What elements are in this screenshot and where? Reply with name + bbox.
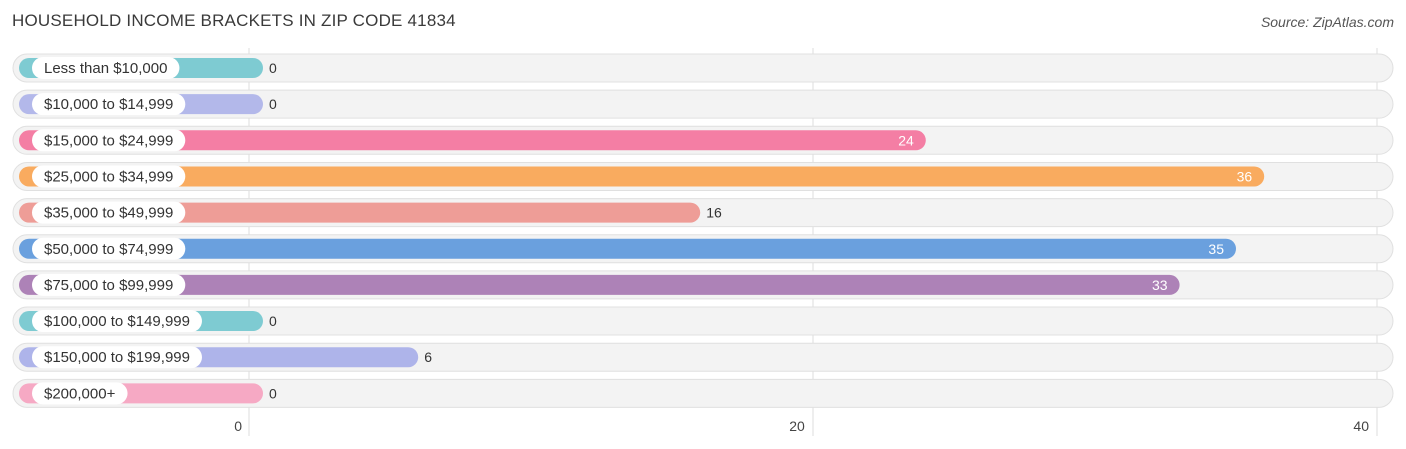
bar-track [12,378,1394,408]
bar [19,274,1180,295]
category-pill [32,237,186,260]
bar [19,166,1265,187]
x-tick-label: 40 [1353,418,1369,434]
value-label: 0 [269,96,277,112]
bar-track [12,53,1394,83]
bar-row: $35,000 to $49,999 [12,198,1394,228]
category-pill [32,382,128,405]
value-label: 0 [269,60,277,76]
source-label: Source: ZipAtlas.com [1260,14,1394,30]
bar-row: $25,000 to $34,999 [12,161,1394,191]
bar-row: $200,000+ [12,378,1394,408]
bar-row: $100,000 to $149,999 [12,306,1394,336]
category-label: Less than $10,000 [44,60,167,77]
x-tick-label: 20 [789,418,805,434]
bar [19,130,926,151]
bar-row: $10,000 to $14,999 [12,89,1394,119]
x-tick-label: 0 [234,418,242,434]
value-label: 6 [424,349,432,365]
category-label: $100,000 to $149,999 [44,313,190,330]
value-label: 0 [269,385,277,401]
value-label: 16 [706,205,722,221]
category-label: $10,000 to $14,999 [44,96,173,113]
category-pill [32,201,186,224]
value-label: 36 [1237,168,1253,184]
bar [19,238,1236,259]
category-label: $35,000 to $49,999 [44,205,173,222]
value-label: 24 [898,132,914,148]
category-pill [32,93,186,116]
value-label: 35 [1208,241,1224,257]
bar-row: $15,000 to $24,999 [12,125,1394,155]
value-label: 0 [269,313,277,329]
bar-track [12,89,1394,119]
value-label: 33 [1152,277,1168,293]
category-pill [32,165,186,188]
category-label: $25,000 to $34,999 [44,168,173,185]
category-label: $15,000 to $24,999 [44,132,173,149]
category-label: $200,000+ [44,385,116,402]
bar [19,202,701,223]
bar-row: $75,000 to $99,999 [12,270,1394,300]
category-pill [32,129,186,152]
bar-row: $150,000 to $199,999 [12,342,1394,372]
bar-track [12,306,1394,336]
category-pill [32,310,202,333]
category-pill [32,273,186,296]
category-label: $150,000 to $199,999 [44,349,190,366]
category-pill [32,346,202,369]
category-pill [32,57,180,79]
category-label: $50,000 to $74,999 [44,241,173,258]
chart-title: HOUSEHOLD INCOME BRACKETS IN ZIP CODE 41… [12,11,456,30]
bar-row: $50,000 to $74,999 [12,234,1394,264]
category-label: $75,000 to $99,999 [44,277,173,294]
bar-row: Less than $10,000 [12,53,1394,83]
